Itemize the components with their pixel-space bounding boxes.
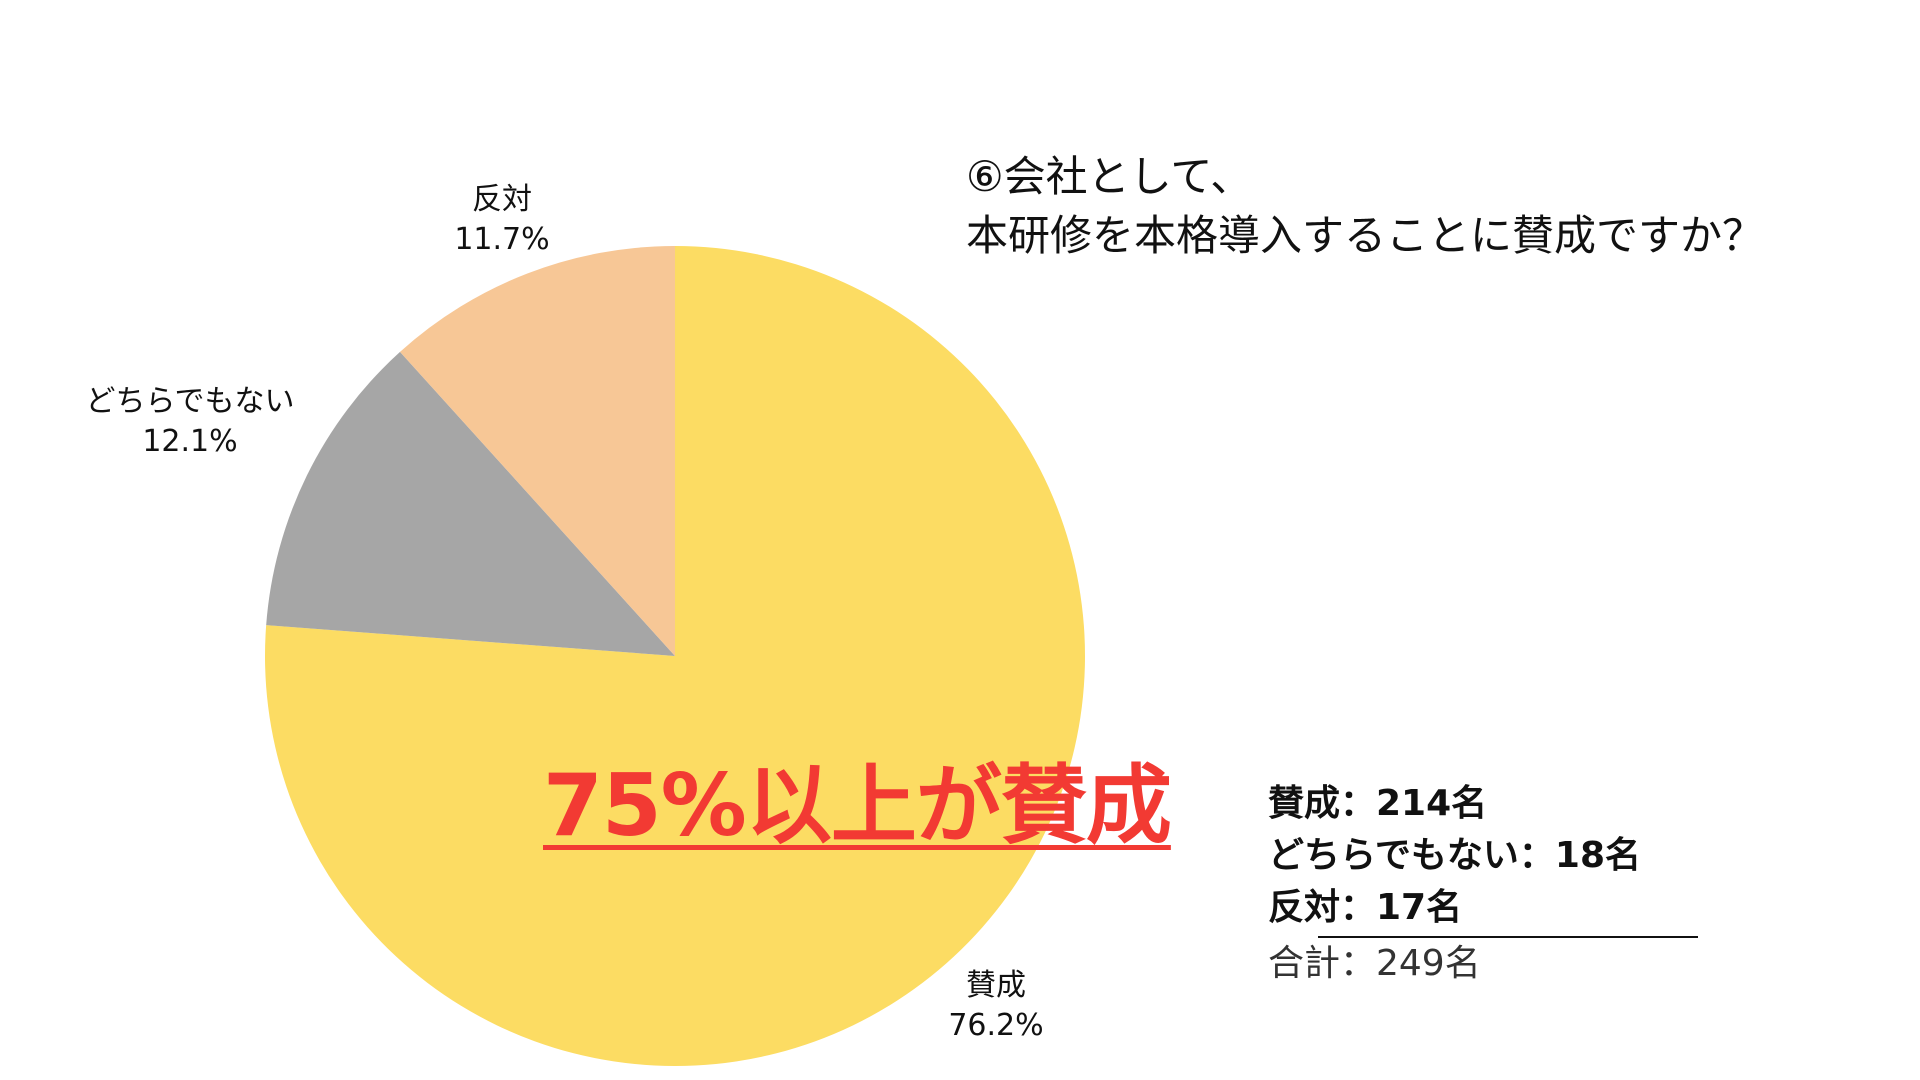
slice-label-agree: 賛成 76.2%: [948, 966, 1043, 1046]
slice-label-percent: 12.1%: [142, 424, 238, 459]
summary-divider: [1318, 936, 1698, 938]
slice-label-percent: 76.2%: [948, 1008, 1044, 1043]
summary-row-neutral: どちらでもない：18名: [1268, 835, 1642, 876]
summary-row-oppose: 反対：17名: [1268, 887, 1463, 928]
chart-title-line-1: ⑥会社として、: [966, 152, 1253, 201]
slice-label-name: どちらでもない: [85, 384, 295, 419]
slice-label-name: 反対: [472, 182, 532, 217]
summary-box: 賛成：214名 どちらでもない：18名 反対：17名 合計：249名: [1268, 778, 1698, 990]
slice-label-percent: 11.7%: [454, 222, 550, 257]
pie-slice-oppose: [400, 246, 675, 656]
headline-annotation: 75%以上が賛成: [543, 756, 1172, 856]
slice-label-neutral: どちらでもない 12.1%: [85, 382, 294, 462]
summary-row-agree: 賛成：214名: [1268, 783, 1488, 824]
summary-total: 合計：249名: [1268, 943, 1481, 984]
pie-slice-agree: [265, 246, 1085, 1067]
slice-label-name: 賛成: [966, 968, 1026, 1003]
slice-label-oppose: 反対 11.7%: [454, 180, 549, 260]
pie-slice-neutral: [266, 351, 675, 656]
chart-title-line-2: 本研修を本格導入することに賛成ですか？: [966, 211, 1765, 260]
